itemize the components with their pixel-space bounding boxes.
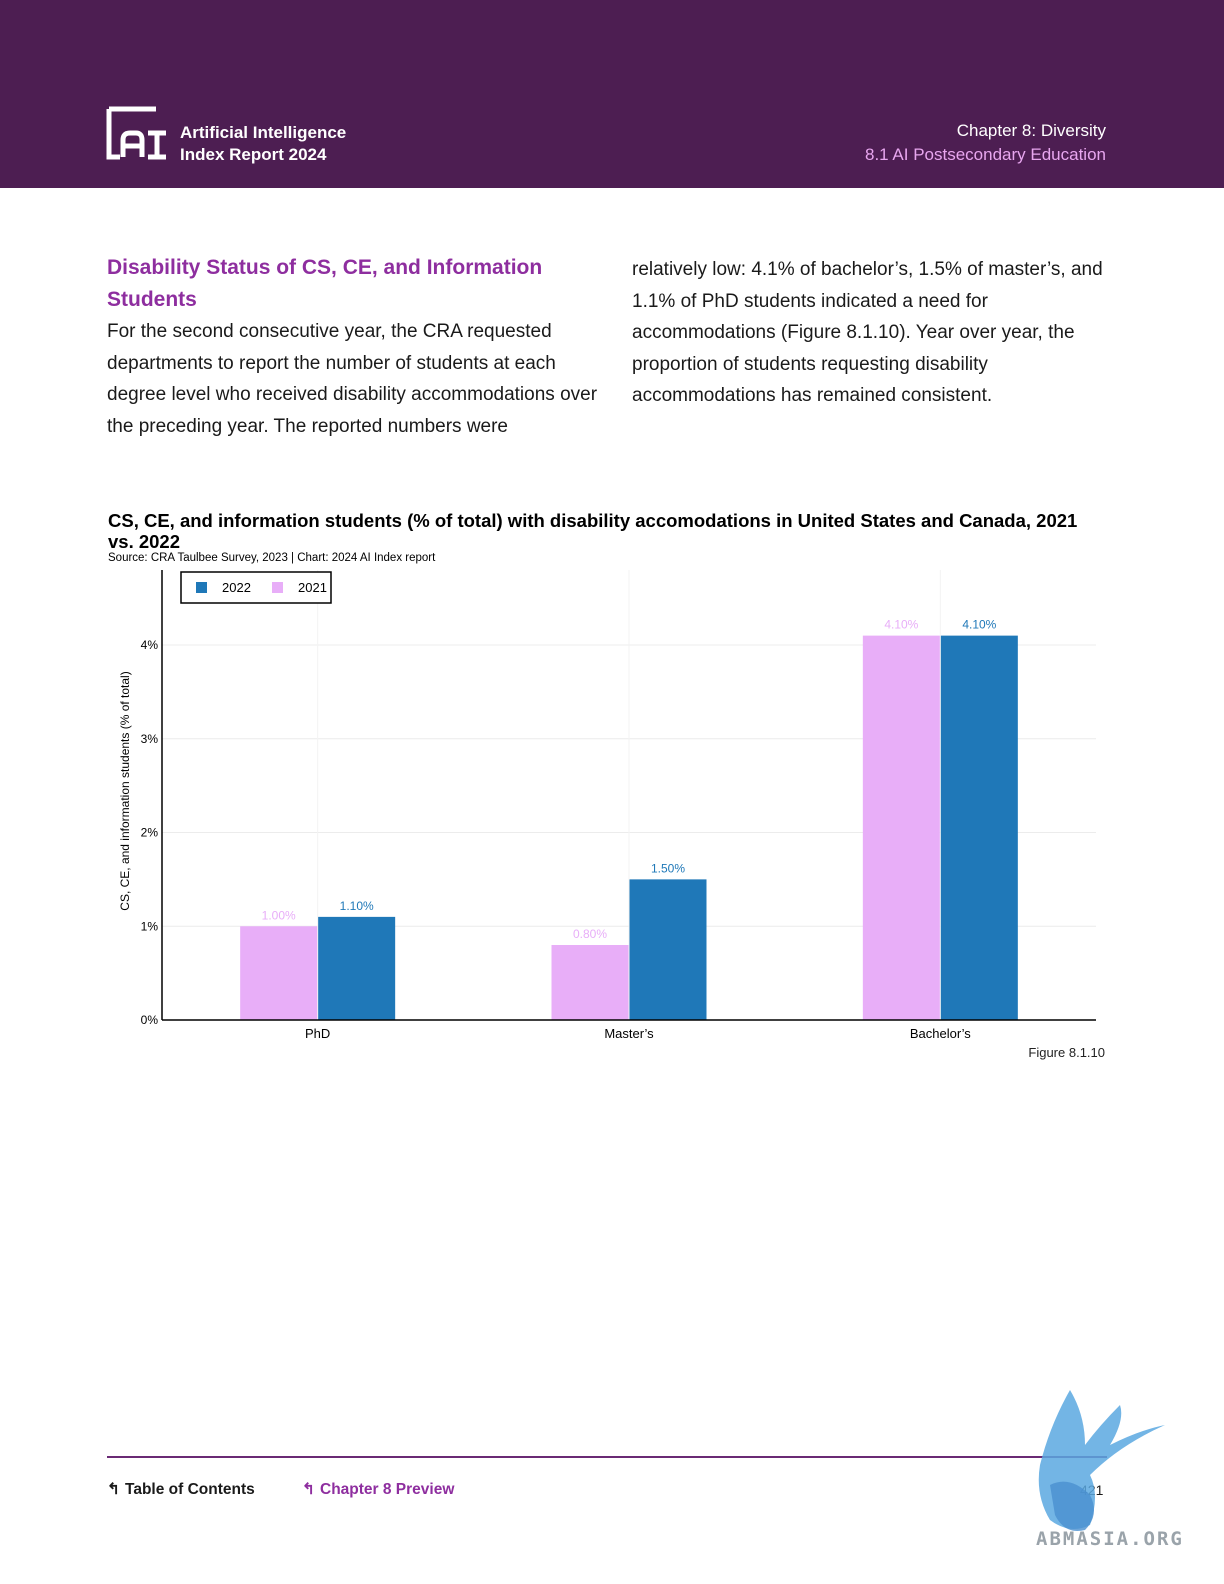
bar-2021 xyxy=(240,926,318,1020)
watermark-text: ABMASIA.ORG xyxy=(1036,1528,1184,1550)
bar-chart: 0% 1% 2% 3% 4% 1.00% 1.10% PhD 0.80% 1.50% Master’… xyxy=(118,570,1096,1041)
body-paragraph-right: relatively low: 4.1% of bachelor’s, 1.5%… xyxy=(632,259,1103,407)
chapter-preview-link[interactable]: ↰ Chapter 8 Preview xyxy=(302,1480,454,1499)
footer-divider xyxy=(107,1456,1107,1458)
legend-swatch-2021 xyxy=(272,582,283,593)
ai-index-logo-icon xyxy=(106,106,166,160)
toc-label: Table of Contents xyxy=(125,1481,255,1498)
bar-2021 xyxy=(551,945,629,1020)
return-arrow-icon: ↰ xyxy=(302,1481,315,1498)
y-tick-label: 2% xyxy=(141,826,159,840)
brand-line-2: Index Report 2024 xyxy=(180,145,327,164)
chart-title: CS, CE, and information students (% of t… xyxy=(108,510,1078,552)
page-header: Artificial Intelligence Index Report 202… xyxy=(0,0,1224,188)
chapter-title: Chapter 8: Diversity xyxy=(956,121,1106,140)
figure-label: Figure 8.1.10 xyxy=(1028,1045,1105,1060)
section-heading: Disability Status of CS, CE, and Informa… xyxy=(107,256,543,311)
y-tick-label: 4% xyxy=(141,638,159,652)
y-tick-label: 1% xyxy=(141,919,159,933)
legend-swatch-2022 xyxy=(196,582,207,593)
body-paragraph-left: For the second consecutive year, the CRA… xyxy=(107,321,598,437)
x-tick-label: Master’s xyxy=(604,1026,654,1041)
data-label-2021: 0.80% xyxy=(573,927,607,941)
section-title: 8.1 AI Postsecondary Education xyxy=(865,145,1106,164)
bar-2022 xyxy=(318,916,396,1020)
legend-label-2022: 2022 xyxy=(222,580,251,595)
return-arrow-icon: ↰ xyxy=(107,1481,120,1498)
x-tick-label: PhD xyxy=(305,1026,330,1041)
y-tick-label: 0% xyxy=(141,1013,159,1027)
bar-2021 xyxy=(862,635,940,1020)
body-right-column: relatively low: 4.1% of bachelor’s, 1.5%… xyxy=(632,254,1112,412)
brand-line-1: Artificial Intelligence xyxy=(180,123,347,142)
watermark-logo: ABMASIA.ORG xyxy=(1036,1390,1184,1550)
chapter-preview-label: Chapter 8 Preview xyxy=(320,1481,455,1498)
chapter-heading: Chapter 8: Diversity 8.1 AI Postsecondar… xyxy=(865,119,1106,167)
table-of-contents-link[interactable]: ↰ Table of Contents xyxy=(107,1480,255,1499)
y-axis-label: CS, CE, and information students (% of t… xyxy=(118,671,132,910)
x-tick-label: Bachelor’s xyxy=(910,1026,971,1041)
bar-2022 xyxy=(940,635,1018,1020)
body-left-column: Disability Status of CS, CE, and Informa… xyxy=(107,252,607,442)
legend-label-2021: 2021 xyxy=(298,580,327,595)
y-tick-label: 3% xyxy=(141,732,159,746)
data-label-2022: 1.10% xyxy=(340,899,374,913)
brand-title: Artificial Intelligence Index Report 202… xyxy=(180,122,346,166)
data-label-2022: 4.10% xyxy=(962,618,996,632)
data-label-2022: 1.50% xyxy=(651,861,685,875)
data-label-2021: 4.10% xyxy=(884,618,918,632)
chart-source: Source: CRA Taulbee Survey, 2023 | Chart… xyxy=(108,552,436,564)
bar-2022 xyxy=(629,879,707,1020)
data-label-2021: 1.00% xyxy=(262,908,296,922)
